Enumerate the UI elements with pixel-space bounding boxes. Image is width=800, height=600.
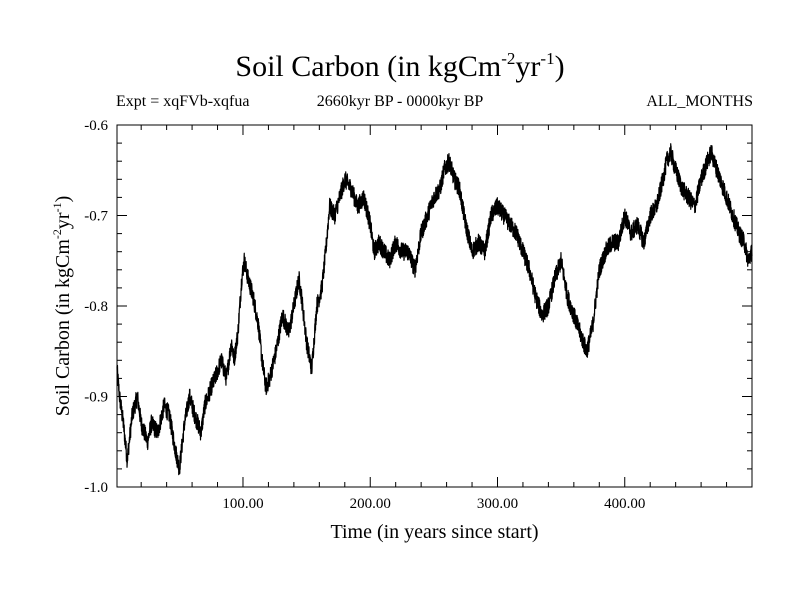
chart-title: Soil Carbon (in kgCm-2yr-1) xyxy=(0,50,800,84)
y-axis-title-main: Soil Carbon (in kgCm xyxy=(52,239,74,417)
months-label: ALL_MONTHS xyxy=(646,93,753,110)
chart-title-exp1: -2 xyxy=(501,49,516,68)
chart-title-main: Soil Carbon (in kgCm xyxy=(235,50,502,83)
plot-frame xyxy=(116,124,753,488)
x-tick-label: 100.00 xyxy=(222,496,263,512)
y-axis-title-mid: yr xyxy=(52,212,74,229)
y-tick-label: -0.6 xyxy=(84,118,108,134)
y-tick-label: -0.9 xyxy=(84,390,108,406)
y-tick-label: -1.0 xyxy=(84,480,108,496)
period-label: 2660kyr BP - 0000kyr BP xyxy=(316,93,484,110)
y-axis-title: Soil Carbon (in kgCm-2yr-1) xyxy=(50,196,74,417)
chart-title-exp2: -1 xyxy=(540,49,555,68)
x-tick-label: 400.00 xyxy=(604,496,645,512)
x-tick-label: 300.00 xyxy=(477,496,518,512)
chart-title-end: ) xyxy=(554,50,565,83)
y-axis-title-end: ) xyxy=(52,196,74,203)
y-axis-title-exp1: -2 xyxy=(50,229,64,239)
x-axis-title: Time (in years since start) xyxy=(330,521,538,543)
y-tick-label: -0.7 xyxy=(84,209,108,225)
experiment-label: Expt = xqFVb-xqfua xyxy=(116,93,250,110)
chart-title-mid: yr xyxy=(515,50,541,83)
series-line-0 xyxy=(116,143,753,476)
y-axis-title-exp2: -1 xyxy=(50,202,64,212)
y-tick-label: -0.8 xyxy=(84,299,108,315)
x-tick-label: 200.00 xyxy=(350,496,391,512)
